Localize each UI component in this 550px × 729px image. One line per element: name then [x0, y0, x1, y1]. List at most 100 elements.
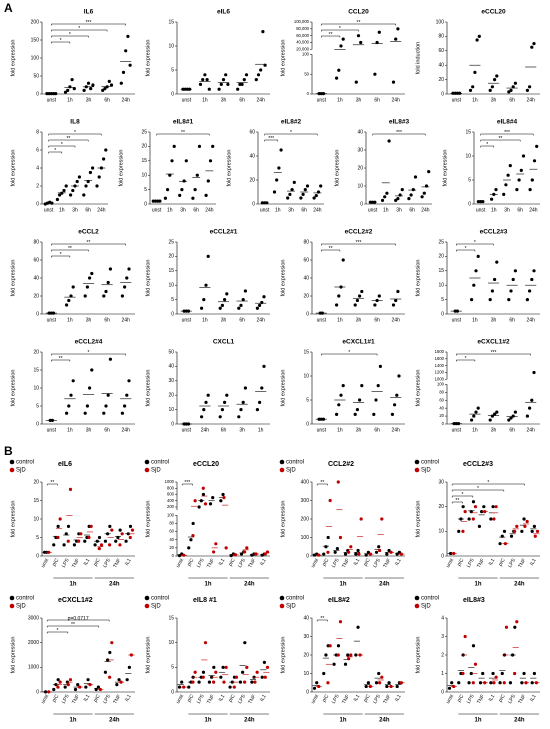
y-tick-label: 20,000 — [296, 46, 309, 51]
data-point — [197, 680, 201, 684]
data-point — [212, 550, 216, 554]
y-tick-label: 20 — [438, 504, 444, 510]
data-point — [52, 543, 56, 547]
significance-label: * — [462, 492, 464, 498]
data-point — [182, 179, 186, 183]
data-point — [206, 254, 210, 258]
data-point — [103, 539, 108, 543]
significance-label: ** — [320, 480, 324, 486]
significance-label: ** — [50, 480, 54, 486]
data-point — [324, 653, 328, 657]
x-tick-label: 24h — [97, 207, 106, 213]
x-tick-label: 6h — [104, 427, 110, 433]
y-tick-label: 2 — [36, 183, 39, 189]
y-tick-label: 1 — [441, 671, 444, 677]
data-point — [315, 681, 319, 685]
data-point — [467, 681, 471, 685]
significance-label: *** — [268, 136, 274, 142]
group-label: 24h — [514, 718, 525, 724]
data-point — [121, 70, 126, 74]
data-point — [207, 87, 211, 91]
data-point — [91, 83, 95, 87]
data-point — [127, 267, 131, 271]
data-point — [353, 303, 357, 307]
data-point — [65, 303, 69, 307]
data-point — [108, 650, 112, 655]
x-tick-label: pIC — [498, 693, 507, 703]
data-point — [461, 529, 465, 533]
significance-label: ** — [181, 130, 185, 136]
y-tick-label: 4 — [441, 615, 444, 621]
data-point — [77, 539, 81, 543]
y-tick-label: 25 — [438, 239, 444, 245]
x-tick-label: pIC — [228, 557, 237, 567]
x-tick-label: 1h — [472, 97, 478, 103]
data-point — [385, 552, 389, 556]
y-tick-label: 10 — [168, 640, 174, 646]
y-tick-label: 1400 — [435, 363, 445, 368]
x-tick-label: LPS — [331, 557, 341, 569]
data-point — [366, 681, 370, 685]
y-tick-label: 10 — [33, 385, 39, 391]
data-point — [86, 81, 91, 85]
x-tick-label: pIC — [363, 557, 372, 567]
data-point — [237, 306, 241, 310]
chart-title: eIL8#2 — [281, 119, 302, 126]
data-point — [490, 197, 494, 201]
x-tick-label: 24h — [392, 97, 401, 103]
y-tick-label: 5 — [36, 403, 39, 409]
group-label: 1h — [204, 582, 211, 588]
y-tick-label: 0 — [171, 311, 174, 317]
y-tick-label: 15 — [33, 367, 39, 373]
data-point — [400, 188, 404, 192]
data-point — [90, 271, 94, 276]
x-tick-label: IL1 — [218, 557, 227, 566]
data-point — [279, 148, 283, 152]
data-point — [411, 188, 415, 192]
data-point — [520, 529, 524, 533]
data-point — [481, 671, 485, 676]
significance-label: ** — [68, 246, 72, 252]
data-point — [332, 662, 336, 666]
data-point — [530, 398, 534, 402]
y-tick-label: 40 — [168, 364, 174, 370]
data-point — [84, 184, 88, 188]
significance-bracket — [51, 29, 108, 32]
data-point — [275, 178, 279, 182]
data-point — [250, 680, 254, 684]
significance-bracket — [321, 249, 341, 252]
data-point — [103, 670, 108, 674]
significance-label: *** — [184, 480, 190, 486]
x-tick-label: unst — [317, 427, 327, 433]
x-tick-label: unst — [182, 427, 192, 433]
data-point — [374, 681, 379, 685]
data-point — [125, 276, 129, 280]
data-point — [120, 294, 124, 298]
data-point — [180, 188, 184, 192]
legend-label: SjD — [286, 468, 296, 474]
data-point — [473, 662, 478, 666]
chart-title: eCCL2#4 — [75, 339, 103, 346]
data-point — [513, 81, 518, 85]
significance-label: ** — [455, 498, 459, 504]
x-tick-label: 3h — [356, 97, 362, 103]
data-point — [504, 183, 508, 187]
data-point — [517, 178, 521, 182]
data-point — [117, 678, 121, 682]
x-tick-label: 6h — [239, 97, 245, 103]
x-tick-label: pIC — [186, 557, 195, 567]
data-point — [500, 671, 504, 676]
data-point — [214, 542, 218, 546]
data-point — [168, 173, 172, 177]
y-tick-label: 20 — [357, 165, 363, 171]
data-point — [356, 34, 361, 38]
x-tick-label: unst — [452, 97, 462, 103]
y-tick-label: 5 — [171, 665, 174, 671]
data-point — [346, 653, 350, 657]
x-tick-label: pIC — [51, 693, 60, 703]
data-point — [328, 644, 332, 648]
data-point — [245, 665, 249, 669]
data-point — [219, 675, 223, 679]
x-tick-label: unst — [182, 97, 192, 103]
data-point — [253, 680, 257, 684]
